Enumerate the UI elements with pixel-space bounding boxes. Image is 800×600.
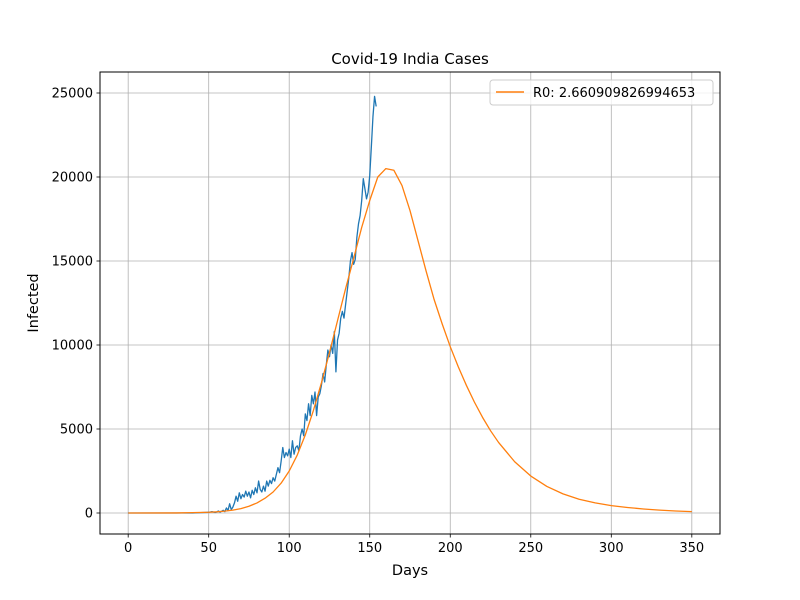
y-tick-label: 0 [85,507,93,522]
x-axis-ticks: 0 50 100 150 200 250 300 350 [124,534,704,556]
x-tick-label: 250 [518,541,543,556]
legend-box [489,79,714,106]
x-tick-label: 300 [599,541,624,556]
y-axis-ticks: 0 5000 10000 15000 20000 25000 [52,87,100,522]
y-tick-label: 15000 [52,255,93,270]
y-tick-label: 20000 [52,171,93,186]
legend-label-r0: R0: 2.660909826994653 [533,86,695,101]
plot-series [128,95,692,514]
series-line-actual-cases [128,95,377,514]
x-tick-label: 0 [124,541,132,556]
x-tick-label: 200 [438,541,463,556]
y-tick-label: 5000 [60,423,93,438]
x-tick-label: 50 [200,541,217,556]
y-tick-label: 25000 [52,87,93,102]
legend: R0: 2.660909826994653 [489,79,714,106]
x-tick-label: 100 [277,541,302,556]
chart-title: Covid-19 India Cases [331,50,489,68]
x-tick-label: 150 [357,541,382,556]
y-axis-label: Infected [26,273,42,332]
plot-frame [99,71,721,535]
x-tick-label: 350 [679,541,704,556]
x-axis-label: Days [392,563,428,579]
y-tick-label: 10000 [52,339,93,354]
series-line-r0-model [128,167,692,514]
